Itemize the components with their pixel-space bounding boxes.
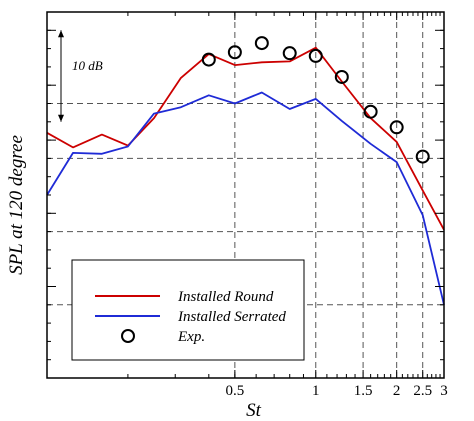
x-tick-label: 2 <box>393 383 401 399</box>
gridlines <box>47 12 444 378</box>
legend-label-exp: Exp. <box>177 329 205 345</box>
exp-data-point <box>282 46 297 61</box>
exp-data-point <box>389 120 404 135</box>
x-axis-title: St <box>246 400 262 421</box>
level-annotation: 10 dB <box>58 30 103 122</box>
x-tick-label: 1 <box>312 383 320 399</box>
series-layer <box>46 46 445 306</box>
legend-box <box>71 259 305 361</box>
legend-swatch-exp <box>121 329 135 343</box>
x-tick-label: 0.5 <box>225 383 244 399</box>
exp-data-point <box>334 69 349 84</box>
x-tick-label: 1.5 <box>354 383 373 399</box>
exp-markers <box>201 36 430 164</box>
annotation-arrowhead-top <box>58 30 64 38</box>
exp-data-point <box>254 36 269 51</box>
annotation-label: 10 dB <box>72 58 103 73</box>
axis-ticks <box>46 11 445 379</box>
exp-data-point <box>308 48 323 63</box>
series-line-installed-round <box>46 46 445 231</box>
tick-labels: 0.5 1 1.5 2 2.5 3 <box>225 383 447 399</box>
legend-label-round: Installed Round <box>177 289 274 305</box>
x-tick-label: 2.5 <box>413 383 432 399</box>
series-line-installed-serrated <box>46 91 445 306</box>
y-axis-title: SPL at 120 degree <box>6 135 27 275</box>
legend-label-serrated: Installed Serrated <box>177 309 286 325</box>
exp-data-point <box>201 52 216 67</box>
legend: Installed Round Installed Serrated Exp. <box>71 259 305 361</box>
x-tick-label: 3 <box>440 383 448 399</box>
exp-data-point <box>415 149 430 164</box>
exp-data-point <box>227 45 242 60</box>
annotation-arrowhead-bottom <box>58 114 64 122</box>
exp-data-point <box>363 104 378 119</box>
